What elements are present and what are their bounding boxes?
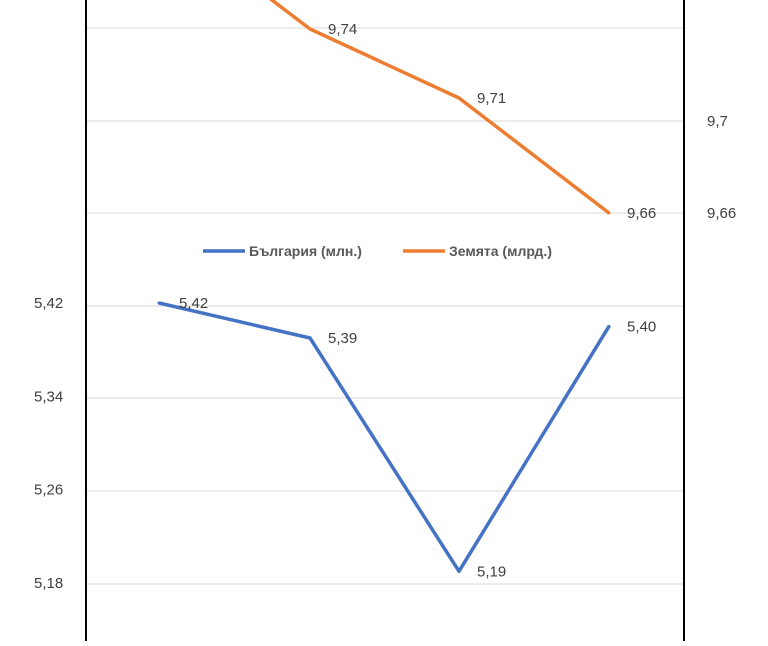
left-axis-ticks: 5,18 5,26 5,34 5,42 [34, 295, 63, 592]
axes [85, 0, 685, 641]
data-label-bulgaria: 5,42 [179, 295, 208, 312]
right-tick-label: 9,66 [707, 205, 736, 222]
data-label-earth: 9,66 [627, 205, 656, 222]
series-line-earth [269, 0, 611, 215]
data-point-bulgaria [457, 569, 461, 573]
legend-label-earth: Земята (млрд.) [449, 243, 552, 259]
series [157, 0, 611, 574]
right-axis-ticks: 9,66 9,7 [707, 113, 736, 222]
data-label-earth: 9,71 [477, 90, 506, 107]
data-label-earth: 9,74 [328, 21, 357, 38]
data-label-bulgaria: 5,19 [477, 563, 506, 580]
left-tick-label: 5,18 [34, 575, 63, 592]
data-point-bulgaria [308, 336, 312, 340]
data-label-bulgaria: 5,39 [328, 330, 357, 347]
data-labels: 5,42 5,39 5,19 5,40 9,74 9,71 9,66 [179, 21, 656, 580]
right-tick-label: 9,7 [707, 113, 728, 130]
series-line-bulgaria [158, 301, 611, 574]
data-point-bulgaria [607, 324, 611, 328]
data-label-bulgaria: 5,40 [627, 318, 656, 335]
gridlines [86, 27, 684, 585]
left-tick-label: 5,26 [34, 482, 63, 499]
data-point-earth [607, 211, 611, 215]
legend: България (млн.) Земята (млрд.) [203, 243, 552, 259]
data-point-bulgaria [157, 301, 161, 305]
legend-label-bulgaria: България (млн.) [249, 243, 362, 259]
data-point-earth [457, 96, 461, 100]
data-point-earth [308, 27, 312, 31]
left-tick-label: 5,42 [34, 295, 63, 312]
left-tick-label: 5,34 [34, 388, 63, 405]
